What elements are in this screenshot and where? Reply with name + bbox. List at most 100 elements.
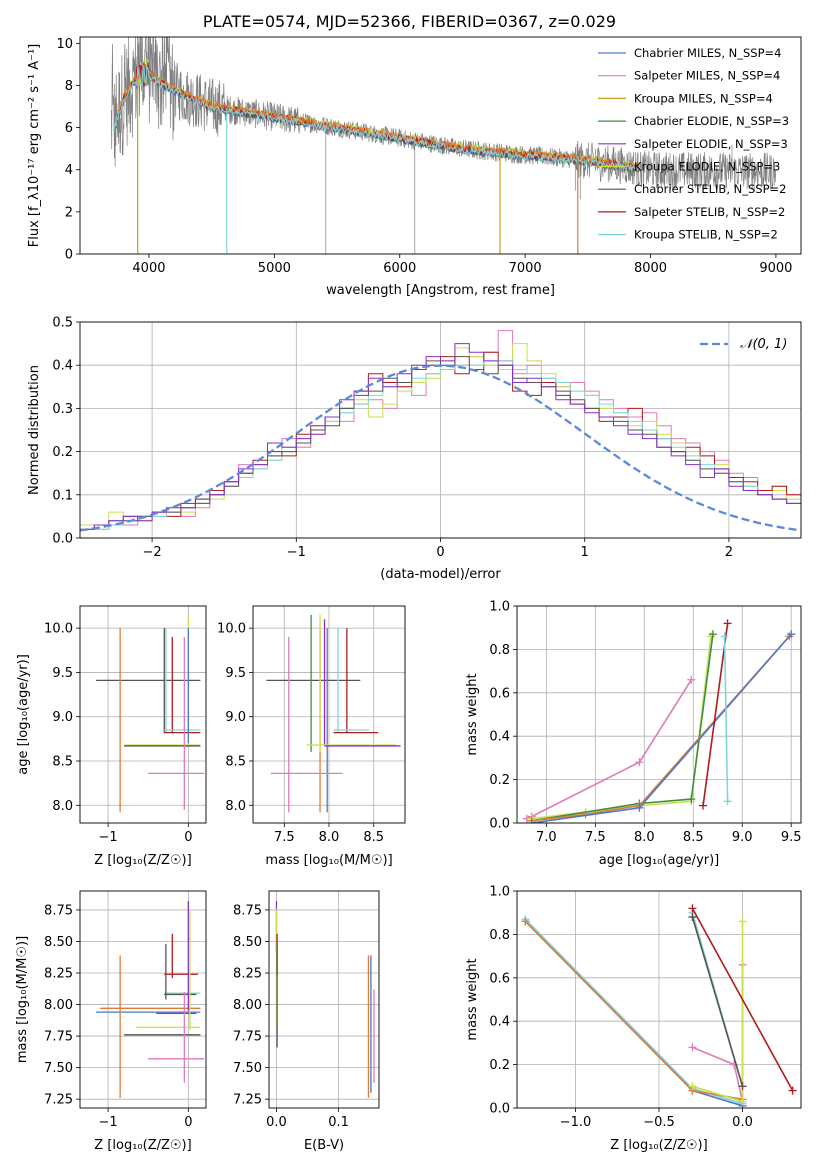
series-chabrier_miles-marker: [787, 630, 796, 639]
x-tick-label: 7000: [509, 261, 542, 276]
x-tick-label: 9.5: [781, 830, 802, 845]
axes-frame: [516, 890, 802, 1109]
mass-weight-vs-age-panel: 7.0 7.5 8.0 8.5 9.0 9.5 0.0 0.2 0.4 0.6 0.8 1.0 age …: [465, 600, 802, 869]
legend-label: Kroupa ELODIE, N_SSP=3: [634, 160, 780, 174]
x-axis-label: Z [log₁₀(Z/Z☉)]: [94, 1138, 191, 1153]
y-tick-label: 9.5: [52, 666, 73, 681]
y-tick-label: 8.5: [52, 755, 73, 770]
series-salpeter_stelib-line: [691, 908, 794, 1091]
y-tick-label: 8.25: [233, 967, 262, 982]
x-tick-label: 0.0: [266, 1115, 287, 1130]
mass-vs-metallicity-panel: −1 0 7.25 7.50 7.75 8.00 8.25 8.50 8.75 Z [log₁₀(…: [15, 890, 207, 1153]
series-kroupa_elodie-marker: [688, 1082, 697, 1091]
mass-weight-vs-metallicity-panel: −1.0 −0.5 0.0 0.0 0.2 0.4 0.6 0.8 1.0 Z [log₁₀(Z/…: [465, 885, 802, 1153]
series-salpeter_miles-marker: [687, 675, 696, 684]
y-tick-label: 0.8: [489, 928, 510, 943]
x-tick-label: 8.5: [683, 830, 704, 845]
y-tick-label: 8.50: [44, 935, 73, 950]
x-tick-label: −1: [287, 545, 306, 560]
y-axis-label: age [log₁₀(age/yr)]: [16, 654, 31, 775]
series-kroupa_elodie-line: [692, 921, 744, 1103]
y-tick-label: 0.1: [52, 488, 73, 503]
axes-frame: [268, 890, 380, 1109]
x-tick-label: 8.0: [634, 830, 655, 845]
figure-title: PLATE=0574, MJD=52366, FIBERID=0367, z=0…: [202, 12, 617, 31]
y-tick-label: 0.8: [489, 643, 510, 658]
spectrum-legend: Chabrier MILES, N_SSP=4 Salpeter MILES, N…: [598, 46, 789, 242]
series-kroupa_elodie-marker: [738, 917, 747, 926]
y-tick-label: 0.0: [52, 532, 73, 547]
legend-label: Salpeter STELIB, N_SSP=2: [634, 205, 785, 219]
x-tick-label: 0: [184, 1115, 192, 1130]
legend-label: 𝒩(0, 1): [740, 337, 787, 352]
series-kroupa_elodie-marker: [738, 1097, 747, 1106]
plot-area: [522, 619, 796, 823]
x-tick-label: 8000: [634, 261, 667, 276]
x-tick-label: 1: [581, 545, 589, 560]
x-tick-label: 7.5: [585, 830, 606, 845]
x-axis-label: Z [log₁₀(Z/Z☉)]: [610, 1138, 707, 1153]
y-axis-label: Flux [f_λ10⁻¹⁷ erg cm⁻² s⁻¹ A⁻¹]: [27, 44, 42, 248]
y-tick-label: 0.4: [52, 359, 73, 374]
axes-frame: [79, 605, 207, 824]
y-tick-label: 0.0: [489, 1102, 510, 1117]
axes-frame: [79, 321, 802, 539]
y-tick-label: 9.5: [225, 666, 246, 681]
series-chabrier_stelib-marker: [738, 1082, 747, 1091]
series-kroupa_stelib-line: [723, 636, 729, 802]
y-tick-label: 0.6: [489, 686, 510, 701]
series-orange-marker: [521, 917, 530, 926]
y-tick-label: 8.5: [225, 755, 246, 770]
y-tick-label: 8.00: [44, 998, 73, 1013]
series-salpeter_miles-marker: [688, 1043, 697, 1052]
normal-distribution-curve: [80, 364, 801, 532]
y-tick-label: 10.0: [217, 622, 246, 637]
series-chabrier_miles-line: [524, 920, 743, 1107]
y-axis-label: mass weight: [465, 673, 480, 755]
x-axis-label: (data-model)/error: [380, 567, 501, 582]
x-tick-label: 4000: [132, 261, 165, 276]
x-tick-label: −0.5: [643, 1115, 675, 1130]
x-tick-label: 9.0: [732, 830, 753, 845]
y-tick-label: 7.75: [233, 1030, 262, 1045]
x-tick-label: 0.0: [732, 1115, 753, 1130]
y-tick-label: 0.4: [489, 1015, 510, 1030]
legend-label: Kroupa MILES, N_SSP=4: [634, 91, 773, 105]
series-chabrier_elodie-line: [531, 634, 714, 822]
plot-area: [275, 901, 375, 1098]
mass-vs-ebv-panel: 0.0 0.1 7.25 7.50 7.75 8.00 8.25 8.50 8.75 E(B-V): [233, 890, 380, 1153]
y-tick-label: 0.2: [52, 445, 73, 460]
plot-area: [80, 330, 801, 532]
x-axis-label: E(B-V): [304, 1138, 344, 1153]
plot-area: [96, 614, 205, 813]
series-kroupa_stelib-line: [524, 918, 743, 1105]
legend-label: Salpeter ELODIE, N_SSP=3: [634, 137, 788, 151]
residuals-panel: −2 −1 0 1 2 0.0 0.1 0.2 0.3 0.4 0.5 (data-model)/er…: [27, 316, 802, 582]
y-tick-label: 7.25: [233, 1093, 262, 1108]
y-tick-label: 8.50: [233, 935, 262, 950]
y-tick-label: 9.0: [225, 710, 246, 725]
x-tick-label: 6000: [383, 261, 416, 276]
series-kroupa_stelib-marker: [723, 797, 732, 806]
series-salpeter_stelib-marker: [699, 801, 708, 810]
series-salpeter_stelib-marker: [688, 904, 697, 913]
y-tick-label: 1.0: [489, 885, 510, 900]
y-tick-label: 8.75: [44, 903, 73, 918]
x-tick-label: −1: [99, 1115, 118, 1130]
legend-label: Kroupa STELIB, N_SSP=2: [634, 228, 778, 242]
series-chabrier_stelib-line: [691, 916, 744, 1087]
y-tick-label: 7.50: [233, 1061, 262, 1076]
y-tick-label: 6: [65, 121, 73, 136]
legend-label: Chabrier ELODIE, N_SSP=3: [634, 114, 789, 128]
y-axis-label: Normed distribution: [27, 365, 42, 495]
x-axis-label: age [log₁₀(age/yr)]: [599, 853, 720, 868]
x-tick-label: 8.0: [319, 830, 340, 845]
series-salpeter_stelib-marker: [723, 619, 732, 628]
x-tick-label: 7.0: [536, 830, 557, 845]
plot-area: [96, 901, 205, 1098]
model-orange-curve: [113, 66, 642, 170]
y-tick-label: 2: [65, 205, 73, 220]
y-tick-label: 10: [56, 37, 73, 52]
age-vs-mass-panel: 7.5 8.0 8.5 8.0 8.5 9.0 9.5 10.0 mass [log₁₀(M/M…: [217, 605, 406, 868]
